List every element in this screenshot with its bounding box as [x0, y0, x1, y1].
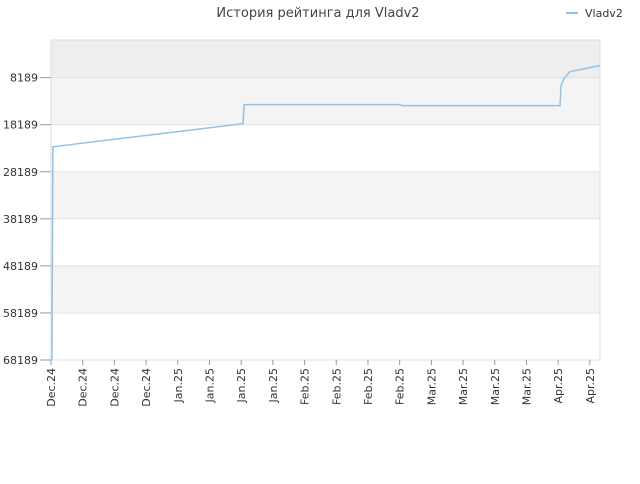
x-tick-label: Feb.25	[394, 368, 407, 405]
band	[51, 171, 600, 219]
y-tick-label: 18189	[3, 119, 38, 132]
y-tick-label: 48189	[3, 260, 38, 273]
y-tick-label: 38189	[3, 213, 38, 226]
legend-label: Vladv2	[585, 7, 623, 20]
y-tick-label: 28189	[3, 166, 38, 179]
x-tick-label: Dec.24	[108, 368, 121, 407]
x-tick-label: Dec.24	[45, 368, 58, 407]
x-tick-label: Feb.25	[299, 368, 312, 405]
x-tick-label: Jan.25	[235, 368, 248, 403]
x-tick-label: Mar.25	[425, 368, 438, 405]
y-tick-label: 68189	[3, 354, 38, 367]
x-tick-label: Jan.25	[203, 368, 216, 403]
band	[51, 124, 600, 172]
x-tick-label: Jan.25	[267, 368, 280, 403]
x-tick-label: Mar.25	[489, 368, 502, 405]
chart-title: История рейтинга для Vladv2	[216, 6, 419, 21]
x-tick-label: Apr.25	[552, 368, 565, 404]
x-tick-label: Mar.25	[457, 368, 470, 405]
x-tick-label: Jan.25	[172, 368, 185, 403]
y-tick-label: 58189	[3, 307, 38, 320]
x-tick-label: Dec.24	[140, 368, 153, 407]
x-tick-label: Mar.25	[520, 368, 533, 405]
band	[51, 77, 600, 125]
line	[51, 64, 601, 361]
band	[51, 218, 600, 266]
x-tick-label: Dec.24	[77, 368, 90, 407]
band	[51, 40, 600, 78]
band	[51, 265, 600, 313]
x-tick-label: Feb.25	[330, 368, 343, 405]
band	[51, 312, 600, 360]
y-tick-label: 8189	[10, 72, 38, 85]
x-tick-label: Feb.25	[362, 368, 375, 405]
x-tick-label: Apr.25	[584, 368, 597, 404]
